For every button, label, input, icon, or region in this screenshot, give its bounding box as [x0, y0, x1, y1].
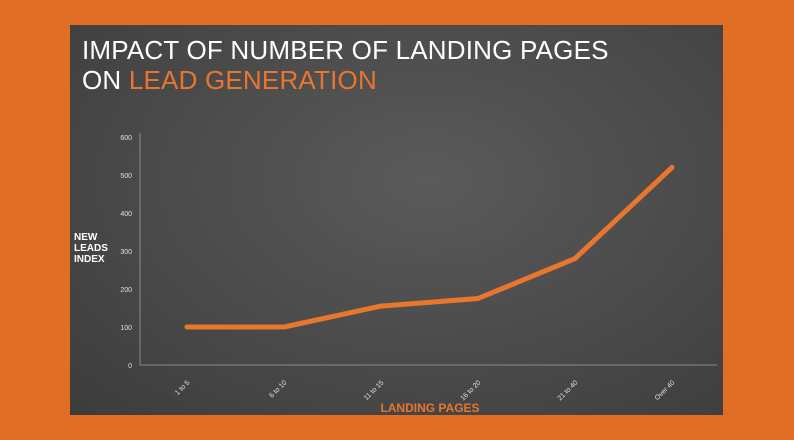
series-line — [184, 164, 675, 330]
title-line-1: IMPACT OF NUMBER OF LANDING PAGES — [82, 35, 609, 65]
x-tick-label: Over 40 — [654, 379, 677, 402]
data-point — [669, 164, 675, 170]
data-point — [281, 324, 287, 330]
data-point — [475, 296, 481, 301]
y-tick-label: 500 — [120, 173, 132, 180]
y-axis-label-line-2: LEADS — [74, 243, 108, 254]
y-tick-label: 200 — [120, 287, 132, 294]
data-point — [572, 256, 578, 262]
y-tick-label: 100 — [120, 325, 132, 332]
title-line-2-prefix: ON — [82, 65, 129, 95]
data-point — [184, 324, 190, 330]
y-tick-label: 600 — [120, 135, 132, 142]
chart-panel: IMPACT OF NUMBER OF LANDING PAGES ON LEA… — [70, 25, 723, 415]
x-tick-label: 11 to 15 — [363, 379, 386, 402]
x-tick-label: 6 to 10 — [268, 379, 288, 399]
y-tick-label: 300 — [120, 249, 132, 256]
x-tick-label: 1 to 5 — [174, 379, 191, 396]
x-tick-label: 21 to 40 — [557, 379, 580, 402]
y-axis-label-line-3: INDEX — [74, 254, 105, 265]
y-tick-label: 0 — [128, 363, 132, 370]
x-axis-label: LANDING PAGES — [380, 401, 480, 415]
y-axis-label: NEW LEADS INDEX — [74, 232, 134, 265]
line-chart: 0 100 200 300 400 500 600 1 to 5 6 to 10 11 to 15… — [120, 133, 717, 402]
y-tick-label: 400 — [120, 211, 132, 218]
chart-title: IMPACT OF NUMBER OF LANDING PAGES ON LEA… — [82, 35, 609, 95]
data-point — [378, 303, 384, 309]
title-line-2-accent: LEAD GENERATION — [128, 65, 377, 95]
y-axis-label-line-1: NEW — [74, 232, 98, 243]
x-tick-label: 16 to 20 — [460, 379, 483, 402]
